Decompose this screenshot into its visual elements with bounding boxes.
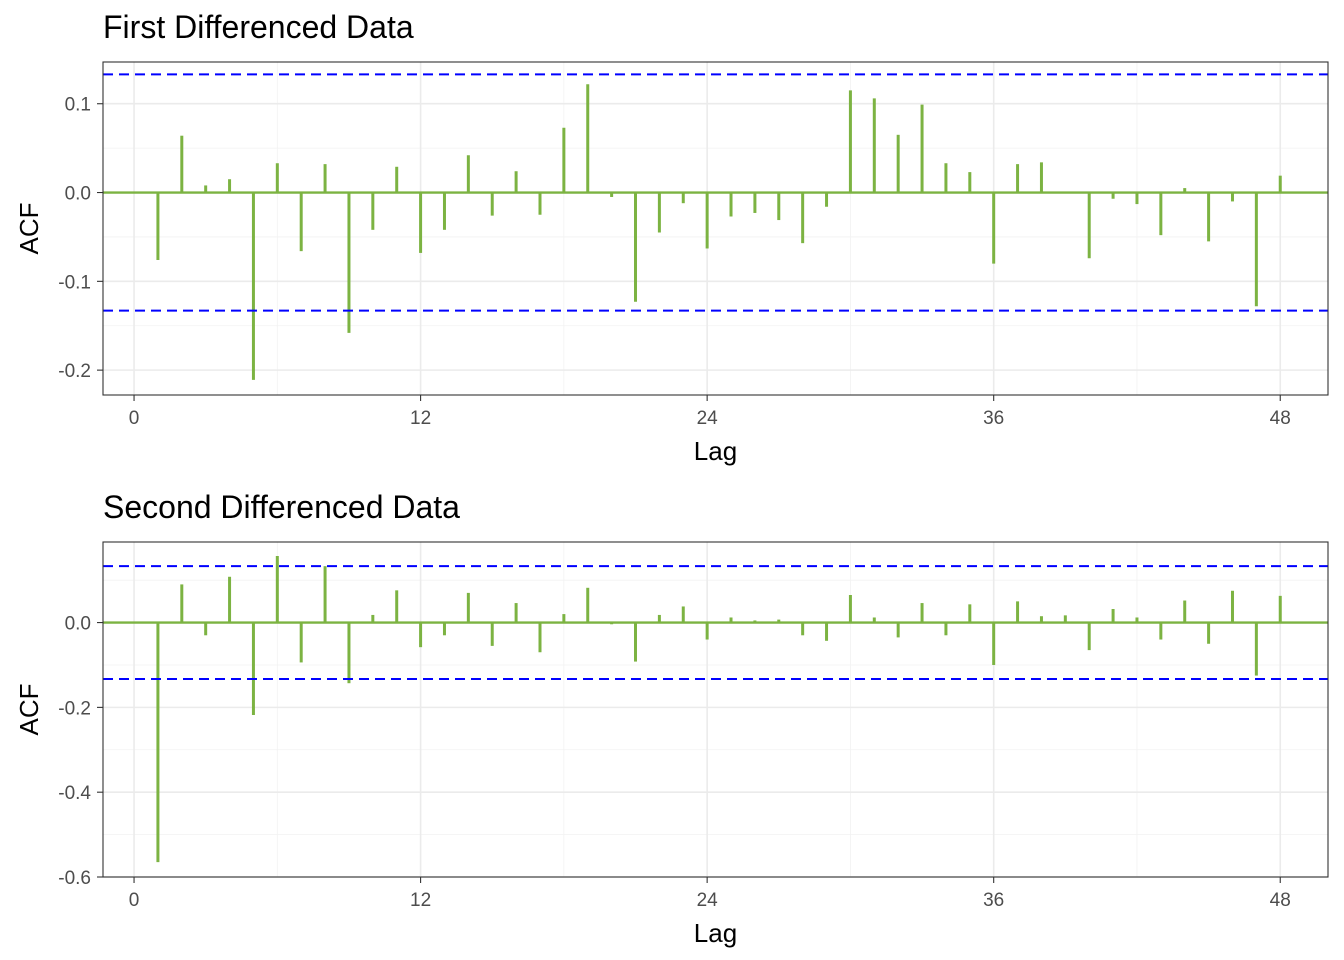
chart-title: Second Differenced Data: [103, 489, 460, 525]
chart-title: First Differenced Data: [103, 9, 414, 45]
panel-border: [102, 61, 1329, 396]
x-tick-label: 12: [410, 408, 431, 429]
y-tick-label: -0.2: [58, 698, 91, 719]
x-axis-title: Lag: [694, 436, 737, 466]
acf-chart-second-differenced: 0 12 24 36 48 -0.6 -0.4 -0.2 0.0 Second Differenc…: [0, 480, 1344, 960]
x-tick-label: 24: [697, 408, 719, 429]
x-axis-title: Lag: [694, 918, 737, 948]
x-tick-label: 48: [1270, 408, 1291, 429]
y-tick-label: -0.2: [58, 361, 91, 382]
y-tick-label: 0.0: [65, 184, 91, 205]
y-axis-title: ACF: [14, 684, 44, 736]
acf-chart-first-differenced: 0 12 24 36 48 -0.2 -0.1 0.0 0.1 First Differenced…: [14, 9, 1329, 466]
x-tick-label: 36: [983, 890, 1004, 911]
x-tick-label: 0: [129, 890, 140, 911]
panel-border: [102, 541, 1329, 878]
y-tick-label: -0.6: [58, 868, 91, 889]
x-tick-label: 24: [697, 890, 719, 911]
plot-panel: [103, 542, 1328, 877]
y-tick-label: 0.1: [65, 95, 91, 116]
y-tick-label: -0.4: [58, 783, 91, 804]
x-tick-label: 48: [1270, 890, 1291, 911]
y-axis-title: ACF: [14, 203, 44, 255]
x-tick-label: 36: [983, 408, 1004, 429]
x-tick-label: 0: [129, 408, 140, 429]
acf-chart-second-differenced-svg: 0 12 24 36 48 -0.6 -0.4 -0.2 0.0 Second Differenc…: [14, 489, 1329, 948]
acf-chart-first-differenced-svg: 0 12 24 36 48 -0.2 -0.1 0.0 0.1 First Differenced…: [14, 9, 1329, 466]
x-tick-label: 12: [410, 890, 431, 911]
y-tick-label: -0.1: [58, 272, 91, 293]
y-tick-label: 0.0: [65, 614, 91, 635]
plot-panel: [103, 62, 1328, 395]
